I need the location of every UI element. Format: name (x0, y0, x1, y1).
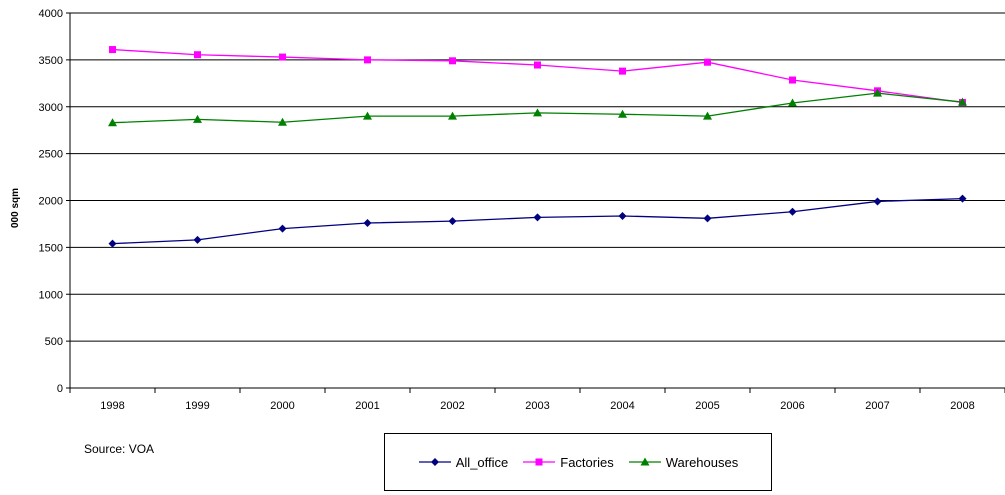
legend-row: All_office Factories Warehouses (385, 434, 771, 490)
data-point (703, 111, 712, 120)
legend-marker (430, 458, 439, 466)
data-point (788, 98, 797, 107)
legend-swatch-icon (628, 457, 661, 466)
data-point (704, 58, 711, 66)
data-point (278, 224, 287, 233)
x-tick-label: 2007 (865, 400, 889, 412)
data-point (279, 53, 286, 61)
series-factories (109, 46, 966, 107)
axes (66, 12, 1005, 393)
data-point (363, 111, 372, 120)
x-tick-label: 1999 (185, 400, 209, 412)
x-tick-label: 2002 (440, 400, 464, 412)
legend-label: Warehouses (665, 454, 739, 470)
legend-swatch-icon (418, 458, 451, 466)
y-tick-label: 1500 (39, 242, 63, 254)
data-point (108, 239, 117, 248)
y-tick-label: 2500 (39, 149, 63, 161)
legend-item: Warehouses (628, 454, 739, 470)
legend: All_office Factories Warehouses (384, 433, 772, 491)
data-point (789, 76, 796, 84)
legend-marker (535, 458, 543, 466)
data-point (788, 207, 797, 216)
series-line (112, 92, 963, 124)
data-point (618, 211, 627, 220)
series-group (108, 46, 967, 248)
data-point (108, 118, 117, 127)
data-point (533, 213, 542, 222)
legend-marker (640, 457, 650, 466)
data-point (278, 117, 287, 126)
data-point (533, 108, 542, 117)
y-tick-label: 3500 (39, 55, 63, 67)
data-point (448, 111, 457, 120)
y-tick-label: 0 (57, 383, 63, 395)
legend-item: All_office (418, 454, 509, 470)
x-tick-label: 2000 (270, 400, 294, 412)
x-tick-label: 2003 (525, 400, 549, 412)
data-point (449, 57, 456, 65)
x-tick-label: 1998 (100, 400, 124, 412)
data-point (448, 217, 457, 226)
data-point (193, 235, 202, 244)
data-point (873, 88, 882, 97)
x-tick-labels: 1998 1999 2000 2001 2002 2003 2004 2005 2006 2007… (100, 400, 974, 412)
legend-label: All_office (455, 454, 509, 470)
data-point (618, 109, 627, 118)
y-tick-labels: 0 500 1000 1500 2000 2500 3000 3500 4000 (39, 8, 63, 395)
data-point (703, 214, 712, 223)
y-tick-label: 1000 (39, 289, 63, 301)
legend-swatch-icon (523, 458, 556, 466)
y-tick-label: 3000 (39, 102, 63, 114)
legend-label: Factories (560, 454, 614, 470)
x-tick-label: 2005 (695, 400, 719, 412)
x-tick-label: 2004 (610, 400, 634, 412)
y-tick-label: 500 (45, 336, 63, 348)
series-warehouses (108, 88, 967, 127)
data-point (534, 61, 541, 69)
data-point (363, 219, 372, 227)
legend-item: Factories (522, 454, 614, 470)
data-point (873, 197, 882, 206)
data-point (619, 67, 626, 75)
series-all-office (108, 194, 967, 248)
source-note: Source: VOA (84, 442, 155, 456)
data-point (193, 114, 202, 123)
x-tick-label: 2008 (950, 400, 974, 412)
series-line (112, 48, 963, 104)
y-tick-label: 2000 (39, 196, 63, 208)
data-point (194, 51, 201, 59)
data-point (109, 46, 116, 54)
data-point (364, 56, 371, 64)
gridlines (70, 12, 1005, 342)
y-tick-label: 4000 (39, 8, 63, 20)
data-point (958, 97, 967, 106)
data-point (958, 194, 967, 203)
y-axis-label: 000 sqm (10, 188, 21, 228)
x-tick-label: 2006 (780, 400, 804, 412)
x-tick-label: 2001 (355, 400, 379, 412)
